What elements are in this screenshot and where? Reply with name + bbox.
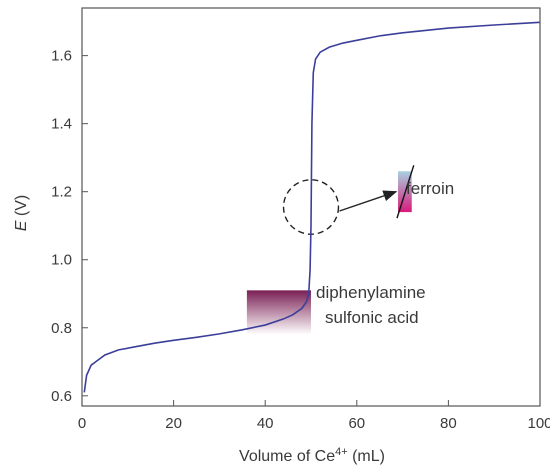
plot-frame [81, 7, 541, 407]
x-tick-label: 100 [527, 415, 550, 432]
y-tick-label: 1.6 [51, 48, 72, 65]
x-axis-label: Volume of Ce4+ (mL) [239, 446, 385, 465]
x-tick-label: 40 [257, 415, 274, 432]
diphenylamine-range-box [246, 290, 311, 335]
diphenylamine-label: diphenylamine sulfonic acid [316, 283, 426, 327]
ferroin-label: ferroin [406, 179, 454, 198]
y-axis-label: E (V) [13, 195, 30, 231]
y-tick-label: 1.2 [51, 184, 72, 201]
ferroin-arrow [339, 190, 398, 212]
x-tick-label: 20 [165, 415, 182, 432]
x-tick-label: 80 [440, 415, 457, 432]
y-tick-label: 0.8 [51, 320, 72, 337]
y-tick-label: 1.4 [51, 116, 72, 133]
x-tick-label: 60 [348, 415, 365, 432]
x-tick-label: 0 [78, 415, 86, 432]
y-tick-label: 1.0 [51, 252, 72, 269]
ferroin-slope-line [396, 165, 415, 219]
y-tick-label: 0.6 [51, 388, 72, 405]
titration-curve [83, 21, 541, 393]
